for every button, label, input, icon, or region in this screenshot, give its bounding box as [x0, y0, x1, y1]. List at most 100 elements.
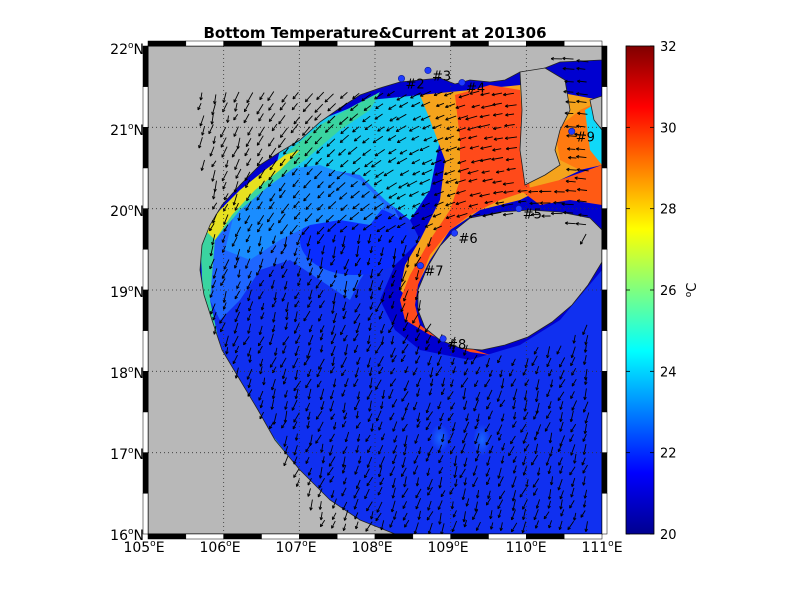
x-tick-label: 109oE: [427, 539, 468, 556]
current-arrow: [280, 127, 288, 138]
current-arrow: [244, 148, 250, 157]
frame-segment: [147, 40, 187, 47]
current-arrowhead: [486, 474, 489, 477]
current-arrow: [512, 490, 517, 502]
current-arrow: [304, 147, 313, 157]
current-arrowhead: [380, 406, 384, 410]
current-arrowhead: [584, 495, 588, 499]
current-arrowhead: [305, 450, 309, 453]
current-arrowhead: [281, 426, 285, 429]
current-arrowhead: [580, 242, 584, 245]
current-arrow: [421, 214, 433, 220]
current-arrow: [283, 435, 288, 447]
current-arrowhead: [473, 408, 477, 412]
current-arrowhead: [439, 485, 442, 489]
current-arrow: [520, 423, 527, 433]
current-arrowhead: [316, 98, 320, 101]
current-arrow: [404, 312, 409, 323]
current-arrow: [356, 445, 359, 454]
current-arrowhead: [522, 507, 526, 510]
current-arrowhead: [330, 263, 334, 266]
current-arrow: [426, 511, 434, 521]
current-arrowhead: [381, 437, 385, 441]
current-arrowhead: [568, 157, 572, 160]
current-arrowhead: [511, 485, 515, 488]
current-arrowhead: [331, 332, 335, 336]
station-marker: [424, 66, 432, 74]
current-arrowhead: [257, 351, 261, 354]
current-arrow: [396, 157, 408, 165]
current-arrow: [209, 146, 215, 157]
current-arrowhead: [505, 105, 509, 108]
current-arrow: [401, 467, 407, 477]
current-arrowhead: [307, 283, 311, 286]
current-arrowhead: [549, 440, 553, 444]
current-arrow: [513, 412, 516, 420]
current-arrowhead: [209, 229, 213, 232]
current-arrowhead: [210, 253, 213, 257]
current-arrow: [401, 343, 409, 354]
current-arrowhead: [320, 330, 324, 333]
current-arrowhead: [379, 316, 382, 320]
current-arrow: [486, 498, 491, 506]
current-arrowhead: [247, 250, 251, 254]
current-arrowhead: [260, 316, 264, 320]
current-arrow: [222, 181, 227, 190]
current-arrow: [484, 136, 493, 140]
current-arrow: [354, 344, 359, 353]
current-arrowhead: [401, 495, 405, 498]
current-arrow: [307, 369, 312, 377]
current-arrow: [366, 389, 373, 400]
current-arrow: [295, 369, 298, 380]
x-tick-label: 107oE: [275, 539, 316, 556]
current-arrowhead: [566, 169, 570, 172]
current-arrowhead: [571, 355, 575, 359]
current-arrow: [303, 193, 311, 202]
current-arrow: [497, 355, 502, 364]
current-arrow: [318, 477, 325, 489]
current-arrow: [257, 214, 265, 225]
current-arrow: [246, 368, 253, 380]
current-arrow: [351, 167, 360, 175]
current-arrow: [349, 113, 359, 121]
current-arrowhead: [327, 230, 331, 233]
current-arrow: [535, 390, 539, 402]
current-arrow: [415, 346, 420, 355]
sea-hot-strait: [520, 165, 602, 205]
current-arrow: [268, 269, 274, 278]
current-arrow: [497, 499, 504, 509]
current-arrowhead: [493, 114, 497, 117]
current-arrowhead: [370, 516, 374, 520]
current-arrowhead: [471, 362, 475, 365]
current-arrowhead: [316, 417, 320, 420]
current-arrow: [562, 68, 575, 70]
current-arrowhead: [292, 97, 296, 100]
current-arrow: [582, 434, 587, 442]
current-arrowhead: [388, 396, 392, 400]
current-arrowhead: [506, 169, 510, 172]
current-arrow: [339, 225, 348, 233]
current-arrow: [285, 302, 289, 313]
current-arrowhead: [343, 528, 346, 532]
current-arrowhead: [463, 352, 467, 356]
current-arrow: [225, 335, 229, 347]
current-arrowhead: [342, 507, 346, 511]
current-arrow: [490, 211, 502, 215]
current-arrow: [415, 355, 421, 364]
current-arrow: [293, 200, 300, 209]
current-arrow: [438, 454, 444, 464]
current-arrow: [208, 124, 214, 134]
current-arrow: [491, 157, 504, 161]
current-arrow: [416, 377, 422, 388]
current-arrow: [546, 357, 552, 367]
current-arrow: [327, 103, 337, 112]
current-arrowhead: [358, 460, 362, 464]
current-arrowhead: [334, 275, 338, 279]
current-arrow: [397, 204, 406, 210]
current-arrow: [492, 148, 502, 151]
current-arrowhead: [513, 470, 517, 474]
current-arrow: [256, 156, 264, 167]
current-arrowhead: [358, 274, 362, 278]
current-arrow: [426, 334, 432, 344]
current-arrowhead: [354, 472, 358, 475]
